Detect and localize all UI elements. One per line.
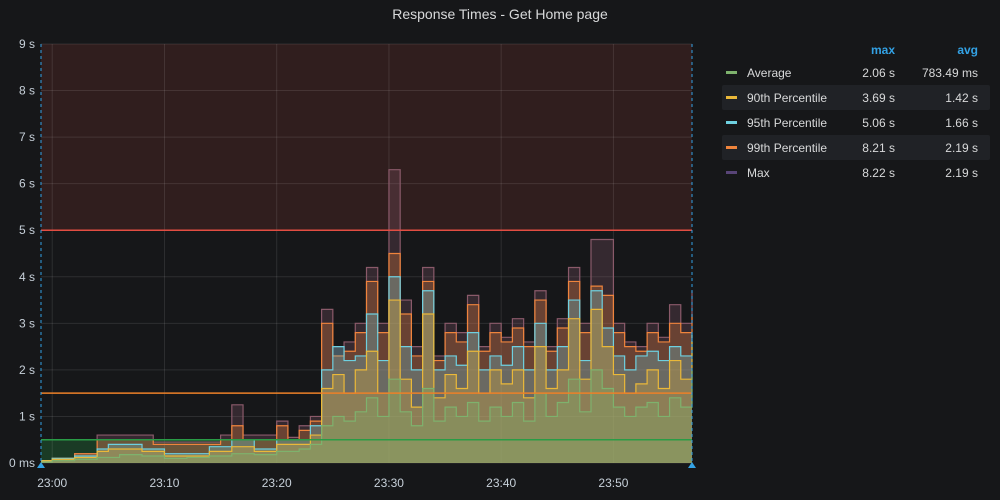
y-tick-label: 6 s [19, 177, 35, 191]
legend-header: max avg [722, 40, 990, 60]
x-tick-label: 23:30 [374, 476, 404, 490]
y-tick-label: 2 s [19, 363, 35, 377]
legend-max-value: 5.06 s [862, 116, 895, 130]
legend-row-99th-percentile[interactable]: 99th Percentile 8.21 s 2.19 s [722, 135, 990, 160]
legend: max avg Average 2.06 s 783.49 ms 90th Pe… [722, 40, 990, 185]
threshold-region-above [41, 44, 692, 231]
legend-max-value: 8.21 s [862, 141, 895, 155]
legend-series-name: 90th Percentile [747, 91, 828, 105]
x-tick-label: 23:50 [598, 476, 628, 490]
legend-series-name: 95th Percentile [747, 116, 828, 130]
legend-swatch [726, 71, 737, 74]
y-tick-label: 1 s [19, 409, 35, 423]
legend-avg-value: 1.42 s [945, 91, 978, 105]
y-tick-label: 3 s [19, 316, 35, 330]
series-line-average [41, 369, 693, 463]
series-area-90th-percentile [41, 300, 692, 463]
legend-series-name: Average [747, 66, 792, 80]
legend-max-value: 8.22 s [862, 166, 895, 180]
legend-row-90th-percentile[interactable]: 90th Percentile 3.69 s 1.42 s [722, 85, 990, 110]
legend-avg-value: 2.19 s [945, 141, 978, 155]
x-tick-label: 23:00 [37, 476, 67, 490]
y-tick-label: 7 s [19, 130, 35, 144]
legend-swatch [726, 121, 737, 124]
range-marker-icon [688, 462, 696, 468]
y-tick-label: 8 s [19, 84, 35, 98]
x-tick-label: 23:40 [486, 476, 516, 490]
legend-avg-value: 783.49 ms [921, 66, 978, 80]
legend-max-header[interactable]: max [870, 43, 895, 57]
x-tick-label: 23:10 [149, 476, 179, 490]
legend-row-95th-percentile[interactable]: 95th Percentile 5.06 s 1.66 s [722, 110, 990, 135]
legend-max-value: 3.69 s [862, 91, 895, 105]
legend-swatch [726, 96, 737, 99]
legend-series-name: 99th Percentile [747, 141, 828, 155]
legend-swatch [726, 146, 737, 149]
y-tick-label: 4 s [19, 270, 35, 284]
response-times-chart[interactable]: 0 ms 1 s 2 s 3 s 4 s 5 s 6 s 7 s 8 s 9 s 23:00 23:1… [0, 0, 700, 500]
series-line-90th-percentile [41, 299, 693, 462]
y-tick-label: 0 ms [9, 456, 35, 470]
legend-avg-value: 1.66 s [945, 116, 978, 130]
legend-row-max[interactable]: Max 8.22 s 2.19 s [722, 160, 990, 185]
y-tick-label: 9 s [19, 37, 35, 51]
legend-swatch [726, 171, 737, 174]
y-tick-label: 5 s [19, 223, 35, 237]
range-marker-icon [37, 462, 45, 468]
legend-avg-value: 2.19 s [945, 166, 978, 180]
x-tick-label: 23:20 [262, 476, 292, 490]
legend-max-value: 2.06 s [862, 66, 895, 80]
legend-row-average[interactable]: Average 2.06 s 783.49 ms [722, 60, 990, 85]
series-line-95th-percentile [41, 276, 693, 462]
panel-title: Response Times - Get Home page [392, 6, 608, 22]
legend-series-name: Max [747, 166, 770, 180]
legend-avg-header[interactable]: avg [957, 43, 978, 57]
